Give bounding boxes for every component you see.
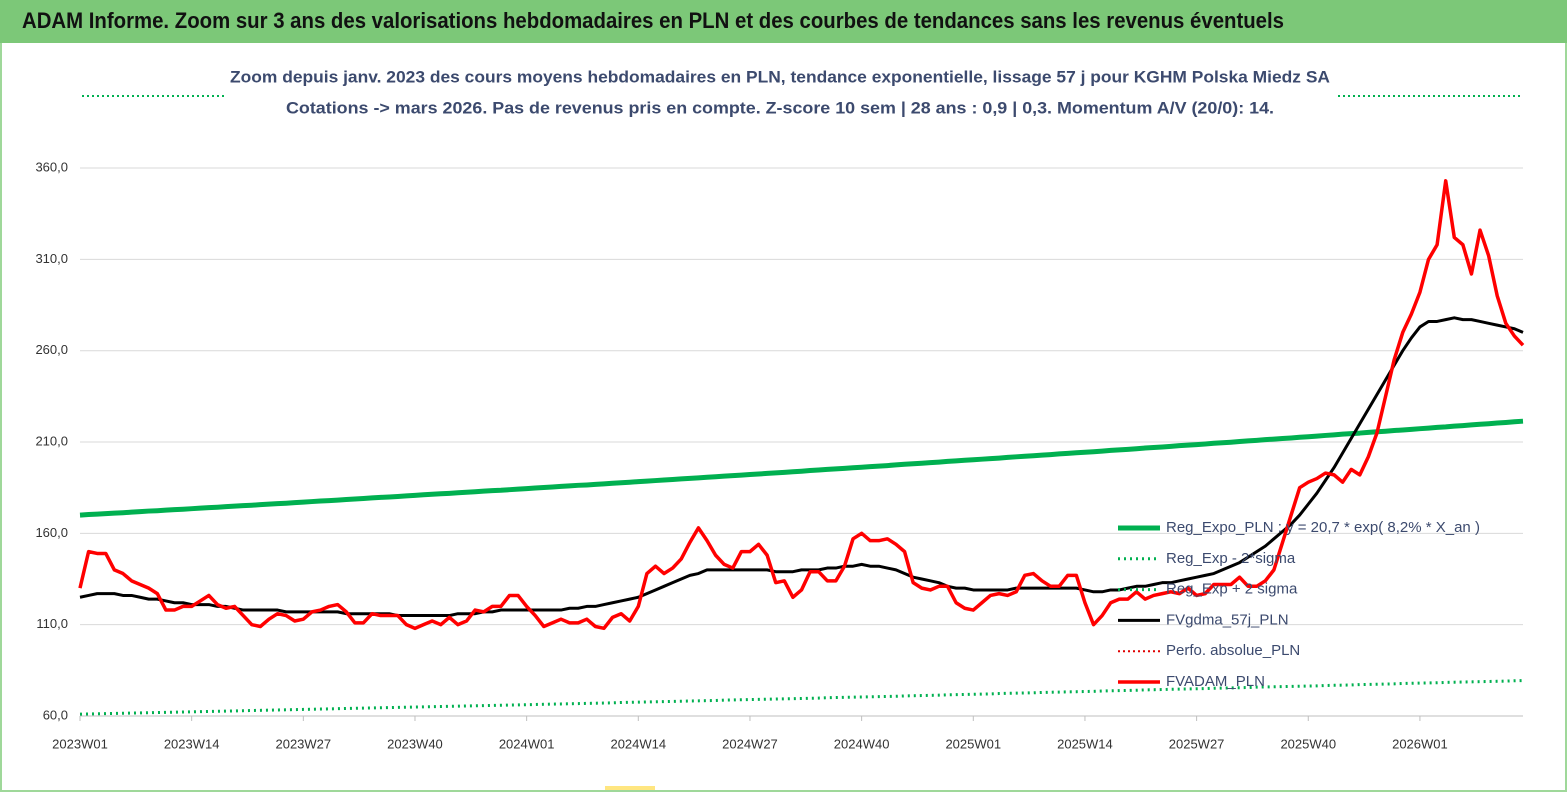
legend-label: Perfo. absolue_PLN [1166,642,1300,659]
y-tick-label: 110,0 [36,616,68,631]
series-line [79,679,1524,716]
x-tick-label: 2024W01 [499,736,555,751]
legend-label: Reg_Exp + 2 sigma [1166,581,1298,598]
legend-label: FVADAM_PLN [1166,673,1265,690]
series-line [79,316,1524,618]
x-tick-label: 2026W01 [1392,736,1448,751]
legend-label: FVgdma_57j_PLN [1166,611,1289,628]
legend-label: Reg_Expo_PLN : y = 20,7 * exp( 8,2% * X_… [1166,519,1480,536]
y-tick-label: 360,0 [35,159,68,174]
chart-title: ADAM Informe. Zoom sur 3 ans des valoris… [22,8,1284,33]
x-tick-label: 2023W01 [52,736,108,751]
subtitle: Zoom depuis janv. 2023 des cours moyens … [230,67,1330,86]
x-tick-label: 2025W14 [1057,736,1113,751]
x-tick-label: 2025W40 [1280,736,1336,751]
y-tick-label: 60,0 [43,707,68,722]
x-tick-label: 2023W14 [164,736,220,751]
series-line [78,179,1525,631]
x-tick-label: 2024W40 [834,736,890,751]
x-tick-label: 2025W01 [945,736,1001,751]
x-tick-label: 2023W27 [275,736,331,751]
x-tick-label: 2025W27 [1169,736,1225,751]
x-tick-label: 2023W40 [387,736,443,751]
decoration [605,786,655,790]
subtitle: Cotations -> mars 2026. Pas de revenus p… [286,98,1274,117]
y-tick-label: 160,0 [35,525,68,540]
legend-label: Reg_Exp - 2*sigma [1166,550,1296,567]
x-tick-label: 2024W14 [610,736,666,751]
y-tick-label: 310,0 [35,251,68,266]
title-bar [0,0,1567,43]
y-tick-label: 260,0 [35,342,68,357]
x-tick-label: 2024W27 [722,736,778,751]
y-tick-label: 210,0 [35,433,68,448]
series-line [79,418,1524,518]
